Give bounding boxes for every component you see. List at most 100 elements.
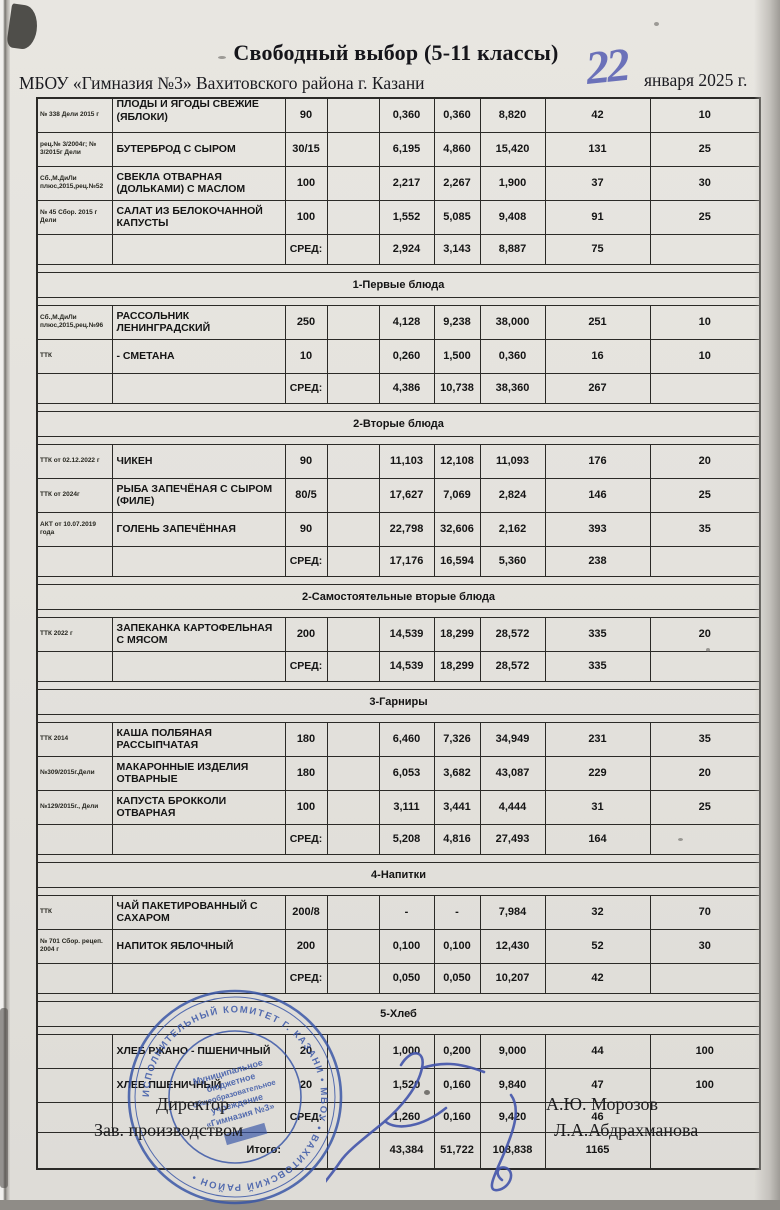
portion-cell: 90 <box>284 443 328 479</box>
value-cell: 9,000 <box>479 1033 546 1069</box>
portion-cell: 10 <box>284 338 328 374</box>
portion-cell: 200 <box>284 928 328 964</box>
norm-cell: 25 <box>649 131 761 167</box>
portion-cell: 100 <box>284 199 328 235</box>
value-cell: 2,162 <box>479 511 546 547</box>
gap-cell <box>37 887 760 895</box>
recipe-ref-cell: ТТК 2022 г <box>36 616 113 652</box>
gap-cell <box>37 297 760 305</box>
norm-cell <box>649 372 761 404</box>
gap-cell <box>37 681 760 689</box>
value-cell: 14,539 <box>378 616 435 652</box>
value-cell: 9,420 <box>479 1101 546 1133</box>
value-cell: 12,430 <box>479 928 546 964</box>
recipe-ref-cell: ТТК <box>36 894 113 930</box>
spacer-cell <box>326 443 380 479</box>
norm-cell: 35 <box>649 721 761 757</box>
count-cell: 176 <box>544 443 651 479</box>
norm-cell: 25 <box>649 477 761 513</box>
section-header-row: 3-Гарниры <box>37 688 760 715</box>
value-cell: 9,408 <box>479 199 546 235</box>
dish-name-cell: БУТЕРБРОД С СЫРОМ <box>111 131 286 167</box>
norm-cell: 10 <box>649 97 761 133</box>
count-cell: 267 <box>544 372 651 404</box>
spacer-cell <box>326 1131 380 1170</box>
value-cell: 1,552 <box>378 199 435 235</box>
count-cell: 229 <box>544 755 651 791</box>
recipe-ref-cell: ТТК от 2024г <box>36 477 113 513</box>
dish-name-cell <box>111 962 286 994</box>
norm-cell: 35 <box>649 511 761 547</box>
portion-cell: 20 <box>284 1067 328 1103</box>
portion-cell: 100 <box>284 165 328 201</box>
spacer-cell <box>326 372 380 404</box>
spacer-cell <box>326 962 380 994</box>
value-cell: 2,924 <box>378 233 435 265</box>
dish-name-cell: ЧАЙ ПАКЕТИРОВАННЫЙ С САХАРОМ <box>111 894 286 930</box>
portion-cell: 20 <box>284 1033 328 1069</box>
dish-name-cell: САЛАТ ИЗ БЕЛОКОЧАННОЙ КАПУСТЫ <box>111 199 286 235</box>
ref-cell <box>36 1101 113 1133</box>
spacer-cell <box>326 131 380 167</box>
value-cell: 5,360 <box>479 545 546 577</box>
spacer-cell <box>326 97 380 133</box>
value-cell: 3,682 <box>433 755 481 791</box>
portion-cell: 100 <box>284 789 328 825</box>
value-cell: 1,900 <box>479 165 546 201</box>
value-cell: 7,326 <box>433 721 481 757</box>
value-cell: 9,238 <box>433 304 481 340</box>
count-cell: 231 <box>544 721 651 757</box>
recipe-ref-cell: №309/2015г.Дели <box>36 755 113 791</box>
dish-row: ТТК 2022 г ЗАПЕКАНКА КАРТОФЕЛЬНАЯ С МЯСОМ… <box>36 616 761 652</box>
count-cell: 46 <box>544 1101 651 1133</box>
value-cell: 0,100 <box>378 928 435 964</box>
count-cell: 32 <box>544 894 651 930</box>
ref-cell <box>36 233 113 265</box>
value-cell: 1,260 <box>378 1101 435 1133</box>
value-cell: 0,200 <box>433 1033 481 1069</box>
norm-cell <box>649 823 761 855</box>
recipe-ref-cell: рец.№ 3/2004г; № 3/2015г Дели <box>36 131 113 167</box>
spacer-cell <box>326 650 380 682</box>
section-gap-row <box>37 714 760 722</box>
dish-row: Сб.,М.ДиЛи плюс,2015,рец.№96 РАССОЛЬНИК Л… <box>36 304 761 340</box>
section-gap-row <box>37 297 760 305</box>
dish-row: ХЛЕБ РЖАНО - ПШЕНИЧНЫЙ 20 1,000 0,200 9,000 4… <box>36 1033 761 1069</box>
spacer-cell <box>326 545 380 577</box>
portion-cell: 90 <box>284 97 328 133</box>
value-cell: 38,000 <box>479 304 546 340</box>
section-header-row: 5-Хлеб <box>37 1000 760 1027</box>
scan-edge-smudge <box>0 1008 8 1188</box>
section-gap-row <box>37 681 760 689</box>
value-cell: 7,069 <box>433 477 481 513</box>
director-name: А.Ю. Морозов <box>546 1094 659 1114</box>
value-cell: 17,627 <box>378 477 435 513</box>
avg-label-cell: СРЕД: <box>284 823 328 855</box>
norm-cell: 20 <box>649 755 761 791</box>
spacer-cell <box>326 789 380 825</box>
gap-cell <box>37 993 760 1001</box>
recipe-ref-cell: ТТК <box>36 338 113 374</box>
value-cell: 27,493 <box>479 823 546 855</box>
dish-row: рец.№ 3/2004г; № 3/2015г Дели БУТЕРБРОД С… <box>36 131 761 167</box>
section-header: 4-Напитки <box>37 861 760 888</box>
dish-row: №309/2015г.Дели МАКАРОННЫЕ ИЗДЕЛИЯ ОТВАРН… <box>36 755 761 791</box>
count-cell: 251 <box>544 304 651 340</box>
value-cell: 6,195 <box>378 131 435 167</box>
recipe-ref-cell: ТТК 2014 <box>36 721 113 757</box>
spacer-cell <box>326 721 380 757</box>
dish-name-cell <box>111 650 286 682</box>
total-value-cell: 108,838 <box>479 1131 546 1170</box>
norm-cell: 25 <box>649 199 761 235</box>
norm-cell <box>649 1131 761 1170</box>
director-label: Директор <box>156 1094 230 1114</box>
dish-name-cell <box>111 233 286 265</box>
recipe-ref-cell: №129/2015г., Дели <box>36 789 113 825</box>
count-cell: 42 <box>544 97 651 133</box>
gap-cell <box>37 714 760 722</box>
value-cell: 4,860 <box>433 131 481 167</box>
value-cell: 4,128 <box>378 304 435 340</box>
section-gap-row <box>37 1026 760 1034</box>
count-cell: 44 <box>544 1033 651 1069</box>
